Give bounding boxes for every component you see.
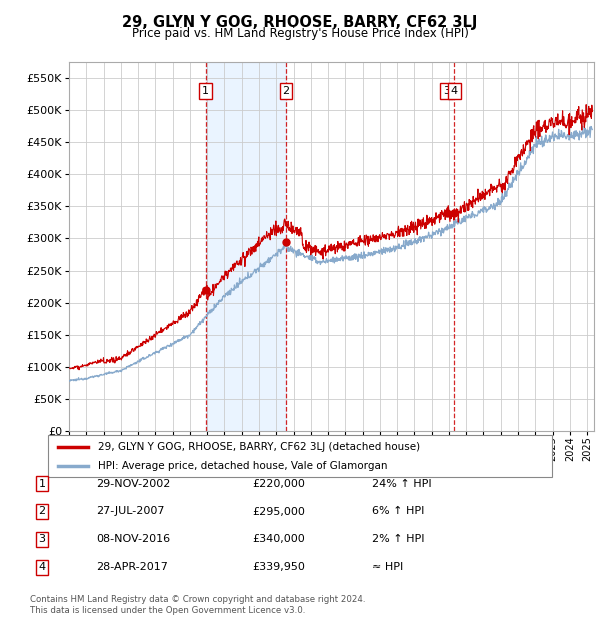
Text: 29-NOV-2002: 29-NOV-2002: [96, 479, 170, 489]
Text: 3: 3: [38, 534, 46, 544]
Text: 2% ↑ HPI: 2% ↑ HPI: [372, 534, 425, 544]
Bar: [206, 62, 286, 431]
Text: This data is licensed under the Open Government Licence v3.0.: This data is licensed under the Open Gov…: [30, 606, 305, 616]
Text: 1: 1: [202, 86, 209, 96]
Text: 4: 4: [451, 86, 458, 96]
Text: Contains HM Land Registry data © Crown copyright and database right 2024.: Contains HM Land Registry data © Crown c…: [30, 595, 365, 604]
Text: £339,950: £339,950: [252, 562, 305, 572]
Text: 1: 1: [38, 479, 46, 489]
Text: £295,000: £295,000: [252, 507, 305, 516]
Text: Price paid vs. HM Land Registry's House Price Index (HPI): Price paid vs. HM Land Registry's House …: [131, 27, 469, 40]
Text: 2: 2: [38, 507, 46, 516]
FancyBboxPatch shape: [48, 435, 552, 477]
Text: £340,000: £340,000: [252, 534, 305, 544]
Text: 28-APR-2017: 28-APR-2017: [96, 562, 168, 572]
Text: 29, GLYN Y GOG, RHOOSE, BARRY, CF62 3LJ (detached house): 29, GLYN Y GOG, RHOOSE, BARRY, CF62 3LJ …: [98, 441, 421, 451]
Text: 6% ↑ HPI: 6% ↑ HPI: [372, 507, 424, 516]
Text: 08-NOV-2016: 08-NOV-2016: [96, 534, 170, 544]
Text: HPI: Average price, detached house, Vale of Glamorgan: HPI: Average price, detached house, Vale…: [98, 461, 388, 471]
Text: 2: 2: [283, 86, 290, 96]
Text: 24% ↑ HPI: 24% ↑ HPI: [372, 479, 431, 489]
Text: 29, GLYN Y GOG, RHOOSE, BARRY, CF62 3LJ: 29, GLYN Y GOG, RHOOSE, BARRY, CF62 3LJ: [122, 16, 478, 30]
Text: 3: 3: [443, 86, 450, 96]
Text: £220,000: £220,000: [252, 479, 305, 489]
Text: ≈ HPI: ≈ HPI: [372, 562, 403, 572]
Text: 4: 4: [38, 562, 46, 572]
Text: 27-JUL-2007: 27-JUL-2007: [96, 507, 164, 516]
